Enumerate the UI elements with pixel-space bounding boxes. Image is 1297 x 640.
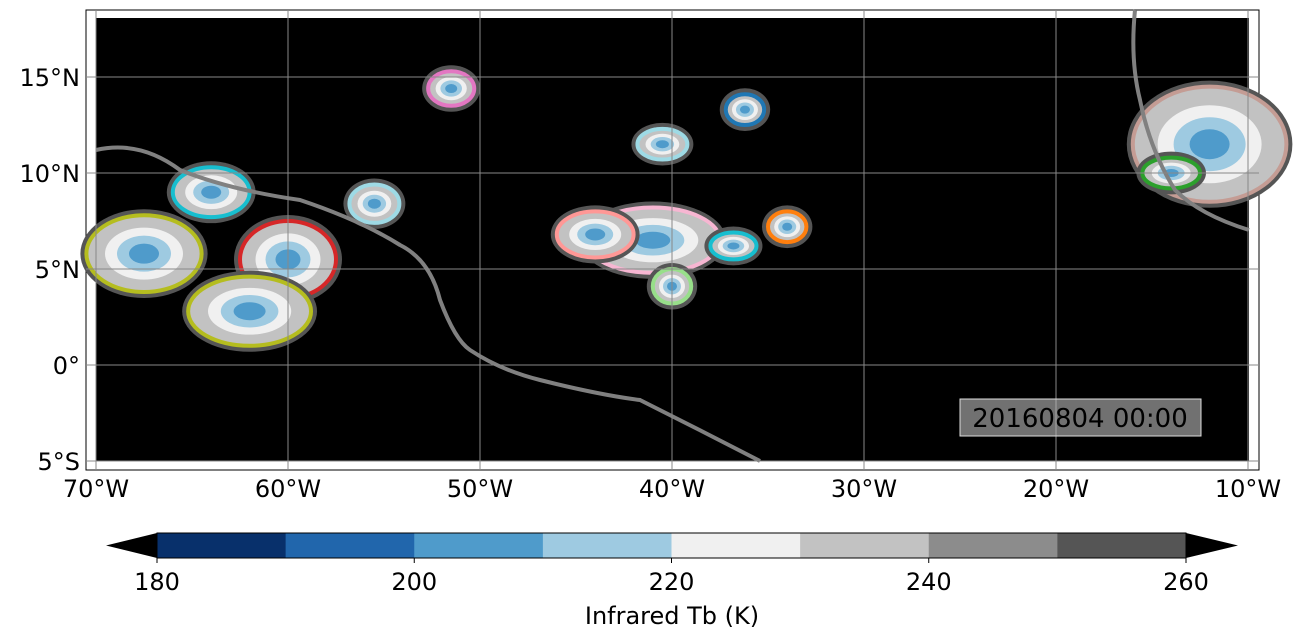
cloud-cluster <box>422 65 481 112</box>
colorbar-label: Infrared Tb (K) <box>585 602 759 630</box>
lon-tick-label: 20°W <box>1023 475 1089 503</box>
lon-tick-label: 60°W <box>255 475 321 503</box>
cloud-cluster <box>166 161 256 224</box>
cloud-cluster <box>704 226 763 266</box>
timestamp-box <box>959 398 1202 437</box>
coastline <box>95 9 1250 463</box>
lon-tick-label: 70°W <box>63 475 129 503</box>
colorbar-extend-low <box>106 533 157 558</box>
colorbar-tick-label: 220 <box>649 568 695 596</box>
cloud-cluster <box>631 122 694 166</box>
lat-tick-label: 0° <box>53 352 80 380</box>
cloud-cluster <box>762 205 813 249</box>
cloud-cluster <box>80 209 208 299</box>
colorbar-extend-high <box>1186 533 1238 558</box>
colorbar-segment <box>928 533 1058 558</box>
cloud-cluster <box>343 178 406 229</box>
colorbar-segment <box>285 533 415 558</box>
colorbar-segment <box>414 533 544 558</box>
colorbar-segment <box>1057 533 1187 558</box>
colorbar-segment <box>542 533 672 558</box>
cloud-cluster <box>550 205 640 264</box>
colorbar-segment <box>671 533 801 558</box>
colorbar-tick-label: 200 <box>391 568 437 596</box>
cloud-features <box>80 65 1293 352</box>
coastline-south-america <box>95 145 761 463</box>
cloud-cluster <box>182 270 318 352</box>
colorbar-tick-label: 260 <box>1163 568 1209 596</box>
colorbar-segment <box>800 533 930 558</box>
lat-tick-label: 5°S <box>37 448 80 476</box>
cloud-cluster <box>719 88 771 131</box>
lon-tick-label: 50°W <box>447 475 513 503</box>
gridlines <box>86 10 1259 470</box>
lat-tick-label: 5°N <box>35 256 80 284</box>
lon-tick-label: 40°W <box>639 475 705 503</box>
lat-tick-label: 15°N <box>20 64 81 92</box>
coastline-africa <box>1131 9 1250 232</box>
colorbar-tick-label: 180 <box>134 568 180 596</box>
lat-tick-label: 10°N <box>20 160 81 188</box>
axis-ticks: 70°W 60°W 50°W 40°W 30°W 20°W 10°W 15°N 10°N 5°N 0… <box>20 64 1282 503</box>
colorbar: 180 200 220 240 260 <box>106 532 1238 596</box>
colorbar-segment <box>157 533 287 558</box>
timestamp-label: 20160804 00:00 <box>972 404 1188 434</box>
lon-tick-label: 10°W <box>1215 475 1281 503</box>
colorbar-tick-label: 240 <box>906 568 952 596</box>
lon-tick-label: 30°W <box>831 475 897 503</box>
